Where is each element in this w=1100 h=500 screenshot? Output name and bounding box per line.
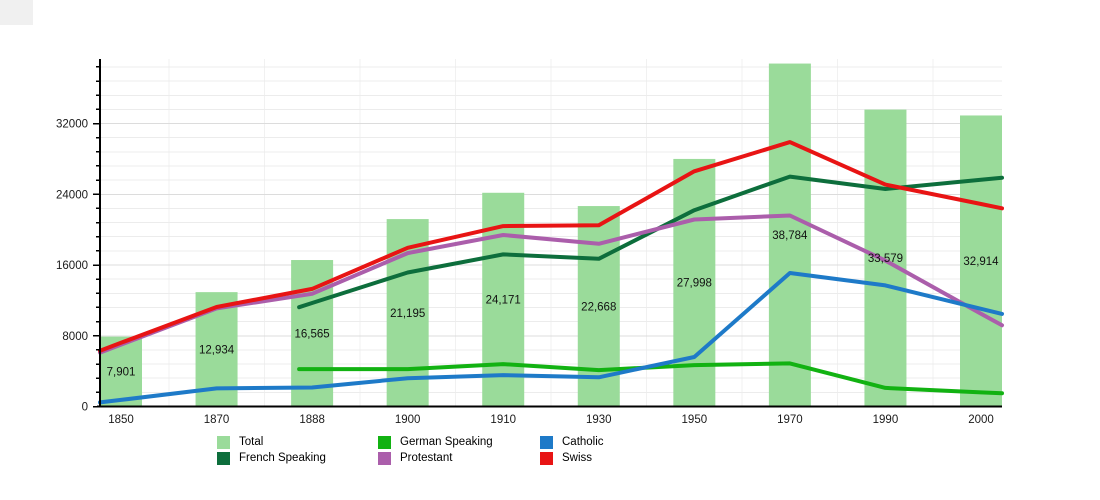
x-tick-1990: 1990	[873, 414, 899, 426]
chart-legend: Total German Speaking Catholic French Speak…	[217, 434, 604, 466]
legend-item-total: Total	[217, 434, 378, 450]
legend-item-protestant: Protestant	[378, 450, 540, 466]
bar-label-1970: 38,784	[772, 230, 808, 242]
bar-2000	[960, 115, 1002, 407]
x-tick-1950: 1950	[682, 414, 708, 426]
line-french-speaking	[297, 174, 1004, 310]
y-tick-8000: 8000	[62, 331, 88, 343]
x-tick-1970: 1970	[777, 414, 803, 426]
legend-swatch-icon	[378, 451, 391, 465]
x-tick-1870: 1870	[204, 414, 230, 426]
y-tick-24000: 24000	[56, 189, 88, 201]
corner-artifact	[0, 0, 33, 25]
y-tick-32000: 32000	[56, 119, 88, 131]
axes	[93, 59, 1002, 408]
legend-swatch-icon	[217, 451, 230, 465]
bar-value-labels: 7,901 12,934 16,565 21,195 24,171 22,668 27,99…	[107, 230, 1000, 379]
legend-label: French Speaking	[239, 451, 326, 464]
legend-label: Protestant	[400, 451, 453, 464]
bar-1990	[864, 109, 907, 407]
vertical-gridlines	[168, 59, 934, 407]
bar-label-1910: 24,171	[486, 295, 521, 307]
y-tick-16000: 16000	[56, 260, 88, 272]
y-axis-tick-labels: 0 8000 16000 24000 32000	[56, 119, 88, 414]
line-swiss	[98, 140, 1004, 353]
legend-swatch-icon	[217, 435, 230, 449]
line-catholic	[98, 271, 1004, 405]
legend-label: Catholic	[562, 435, 604, 448]
legend-swatch-icon	[540, 451, 553, 465]
x-axis-tick-labels: 1850 1870 1888 1900 1910 1930 1950 1970 1990 2000	[108, 414, 994, 426]
legend-swatch-icon	[540, 435, 553, 449]
bar-label-1900: 21,195	[390, 308, 425, 320]
bar-label-1950: 27,998	[677, 278, 712, 290]
x-tick-1900: 1900	[395, 414, 421, 426]
x-tick-1888: 1888	[299, 414, 325, 426]
x-tick-1850: 1850	[108, 414, 134, 426]
x-tick-1910: 1910	[490, 414, 516, 426]
x-tick-2000: 2000	[968, 414, 994, 426]
bar-1970	[768, 63, 811, 407]
y-tick-0: 0	[82, 402, 88, 414]
legend-swatch-icon	[378, 435, 391, 449]
bar-label-2000: 32,914	[963, 256, 999, 268]
legend-item-german-speaking: German Speaking	[378, 434, 540, 450]
bar-label-1870: 12,934	[199, 344, 235, 356]
legend-label: German Speaking	[400, 435, 493, 448]
legend-item-catholic: Catholic	[540, 434, 604, 450]
legend-label: Swiss	[562, 451, 593, 464]
x-tick-1930: 1930	[586, 414, 612, 426]
legend-item-french-speaking: French Speaking	[217, 450, 378, 466]
legend-label: Total	[239, 435, 264, 448]
legend-item-swiss: Swiss	[540, 450, 604, 466]
bar-label-1888: 16,565	[295, 328, 330, 340]
bar-label-1850: 7,901	[107, 367, 136, 379]
bar-label-1930: 22,668	[581, 301, 616, 313]
bar-label-1990: 33,579	[868, 253, 903, 265]
